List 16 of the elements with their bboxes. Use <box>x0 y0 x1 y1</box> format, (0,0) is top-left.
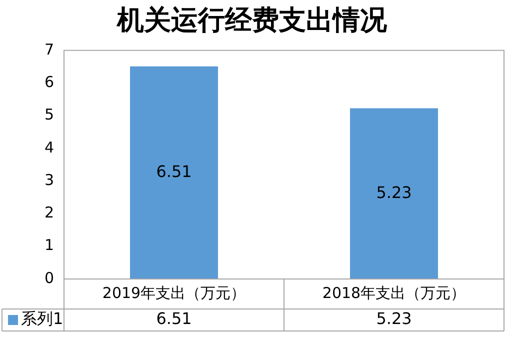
y-tick-label: 0 <box>44 268 54 287</box>
legend-label: 系列1 <box>21 309 64 328</box>
data-label: 6.51 <box>156 162 192 181</box>
y-tick-label: 6 <box>44 72 54 91</box>
y-tick-label: 7 <box>44 40 54 58</box>
y-tick-label: 3 <box>44 170 54 189</box>
text: 5.23 <box>376 309 412 328</box>
y-tick-label: 1 <box>44 236 54 254</box>
x-tick-label: 2018年支出（万元） <box>322 284 466 302</box>
y-tick-label: 5 <box>44 106 54 124</box>
chart-title: 机关运行经费支出情况 <box>116 5 388 36</box>
y-tick-label: 2 <box>44 204 54 222</box>
data-label: 5.23 <box>376 182 412 202</box>
x-tick-label: 2019年支出（万元） <box>102 284 246 302</box>
y-tick-label: 4 <box>44 138 54 156</box>
text: 6.51 <box>156 309 192 328</box>
